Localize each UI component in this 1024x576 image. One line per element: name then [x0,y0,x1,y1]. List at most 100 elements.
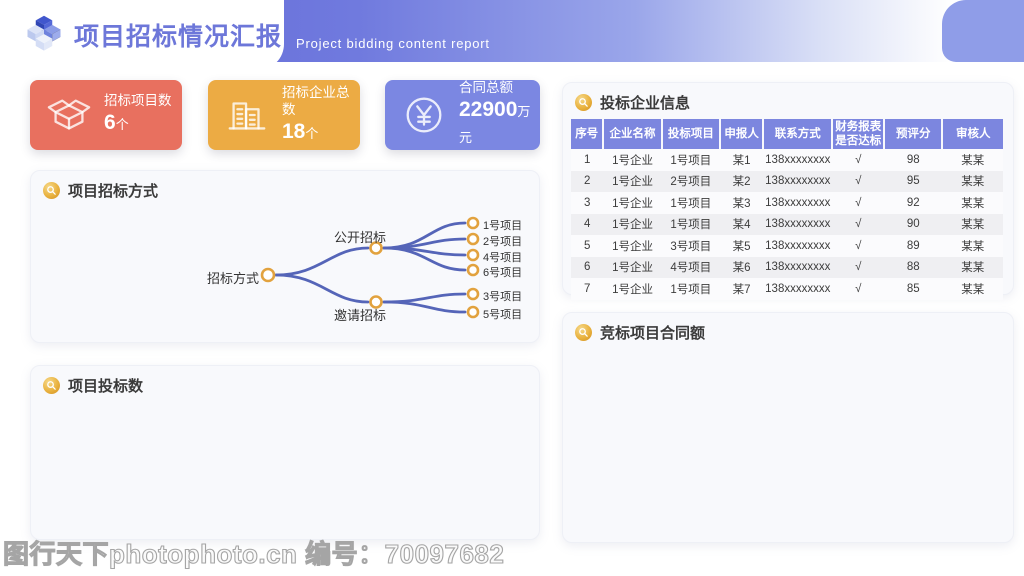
table-cell: 1号企业 [612,154,653,167]
mindmap-leaf-label: 1号项目 [483,220,523,232]
column-header: 审核人 [942,119,1003,149]
table-cell: 3号项目 [670,240,712,253]
panel-company-info: 投标企业信息 序号 企业名称 投标项目 申报人 联系方式 财务报表 是否达标 预评分 审核人 … [562,82,1014,300]
column-header: 申报人 [720,119,765,149]
table-cell: 某某 [961,219,985,232]
column-header: 联系方式 [763,119,834,149]
stat-value: 6 [104,111,116,135]
stat-card-bid-companies: 招标企业总数 18个 [208,80,360,150]
table-cell: 1号企业 [612,176,653,189]
stat-card-contract-total: 合同总额 22900万元 [385,80,540,150]
table-cell: 138xxxxxxxx [765,218,831,231]
table-cell: 95 [906,175,920,188]
table-cell: 138xxxxxxxx [765,282,831,295]
stat-value: 18 [282,119,306,143]
mindmap-leaf-label: 5号项目 [483,309,523,321]
table-cell: 1号项目 [670,154,712,167]
stat-label: 合同总额 [459,80,513,96]
table-cell: √ [855,153,862,166]
table-cell: 1号企业 [612,283,653,296]
table-row: 3 1号企业 1号项目 某3 138xxxxxxxx √ 92 某某 [571,192,1003,214]
table-cell: √ [855,282,862,295]
table-cell: 某6 [732,262,751,275]
table-cell: 1号企业 [612,240,653,253]
table-cell: 138xxxxxxxx [765,153,831,166]
column-header: 财务报表 是否达标 [832,119,886,149]
column-header: 企业名称 [603,119,663,149]
mindmap-branch-label: 公开招标 [334,230,387,245]
mindmap-leaf-label: 6号项目 [483,267,523,279]
table-cell: 138xxxxxxxx [765,175,831,188]
table-cell: 1号项目 [670,197,712,210]
header-title-box: 项目招标情况汇报 [0,0,284,70]
magnifier-icon [575,324,592,341]
mindmap-leaf-label: 2号项目 [483,236,523,248]
isometric-cubes-logo-icon [22,12,66,58]
stat-label: 招标企业总数 [282,85,350,117]
stat-label: 招标项目数 [104,93,172,109]
table-cell: 1号企业 [612,197,653,210]
column-header: 投标项目 [661,119,722,149]
table-header-row: 序号 企业名称 投标项目 申报人 联系方式 财务报表 是否达标 预评分 审核人 [571,119,1003,149]
panel-title: 项目投标数 [68,378,144,395]
panel-bid-count: 项目投标数 [30,365,540,540]
table-cell: 2号项目 [670,176,712,189]
page-title: 项目招标情况汇报 [74,23,283,51]
page-subtitle: Project bidding content report [296,36,490,51]
table-cell: 某7 [732,283,751,296]
table-body: 1 1号企业 1号项目 某1 138xxxxxxxx √ 98 某某 2 1号企业 2号项目 某2 13… [571,149,1003,300]
table-cell: 3 [583,196,591,209]
table-cell: 某3 [732,197,751,210]
mindmap-lines [260,216,480,319]
table-cell: 98 [906,153,920,166]
table-row: 5 1号企业 3号项目 某5 138xxxxxxxx √ 89 某某 [571,235,1003,257]
table-cell: 88 [906,261,920,274]
table-cell: 138xxxxxxxx [765,261,831,274]
mindmap-leaf-label: 4号项目 [483,252,523,264]
table-cell: 85 [906,282,920,295]
panel-bidding-method: 项目招标方式 招标方式 公开招标 邀请招标 1号项目 2号项目 4号项目 [30,170,540,343]
table-cell: 某某 [961,176,985,189]
table-cell: 1 [583,153,591,166]
table-cell: 某5 [732,240,751,253]
table-row: 4 1号企业 1号项目 某4 138xxxxxxxx √ 90 某某 [571,213,1003,235]
table-cell: 某某 [961,197,985,210]
table-cell: √ [855,218,862,231]
table-cell: 6 [583,261,591,274]
table-cell: 2 [583,175,591,188]
table-cell: 89 [906,239,920,252]
table-cell: 某某 [961,262,985,275]
column-header: 序号 [571,119,605,149]
table-row: 2 1号企业 2号项目 某2 138xxxxxxxx √ 95 某某 [571,170,1003,192]
company-table: 序号 企业名称 投标项目 申报人 联系方式 财务报表 是否达标 预评分 审核人 1 1号企业 1号… [571,119,1003,300]
panel-contract-amount: 竞标项目合同额 [562,312,1014,543]
table-cell: 90 [906,218,920,231]
panel-title: 投标企业信息 [600,95,691,112]
table-cell: 某4 [732,219,751,232]
panel-title: 竞标项目合同额 [600,325,706,342]
table-row: 1 1号企业 1号项目 某1 138xxxxxxxx √ 98 某某 [571,149,1003,171]
bidding-method-mindmap: 招标方式 公开招标 邀请招标 1号项目 2号项目 4号项目 6号项目 3号项目 … [31,171,541,344]
table-cell: 1号项目 [670,283,712,296]
header-corner-shape [942,0,1024,62]
table-cell: 某某 [961,283,985,296]
stat-value: 22900 [459,98,518,122]
buildings-icon [224,92,270,138]
table-cell: √ [855,261,862,274]
table-cell: 4号项目 [670,262,712,275]
yuan-coin-icon [401,92,447,138]
table-cell: √ [855,175,862,188]
mindmap-leaf-label: 3号项目 [483,291,523,303]
table-cell: 1号项目 [670,219,712,232]
table-cell: 7 [583,282,591,295]
stat-unit: 万元 [459,104,531,146]
watermark: 图行天下photophoto.cn 编号：70097682 [2,538,505,569]
stat-unit: 个 [115,117,129,133]
magnifier-icon [43,182,60,199]
stat-card-bid-projects: 招标项目数 6个 [30,80,182,150]
table-cell: 138xxxxxxxx [765,196,831,209]
table-row: 6 1号企业 4号项目 某6 138xxxxxxxx √ 88 某某 [571,256,1003,278]
open-box-icon [46,92,92,138]
panel-title: 项目招标方式 [68,183,159,200]
table-cell: 某某 [961,240,985,253]
